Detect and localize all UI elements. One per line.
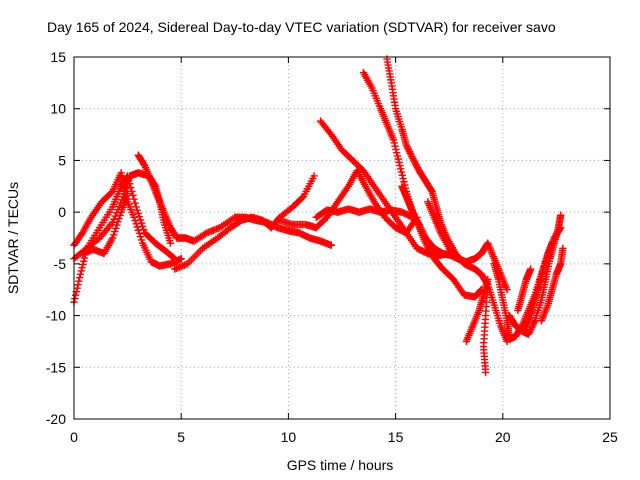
y-tick-label: -5 [54, 256, 67, 272]
plus-point [133, 223, 141, 231]
y-tick-label: -10 [46, 308, 66, 324]
plus-point [128, 187, 136, 196]
plus-point [75, 277, 83, 285]
plus-point [77, 267, 85, 275]
plus-point [130, 195, 138, 203]
plus-point [75, 273, 84, 282]
plus-point [115, 214, 123, 223]
plus-point [109, 231, 118, 239]
plus-point [133, 206, 141, 214]
plus-point [71, 294, 79, 303]
plus-point [395, 158, 403, 167]
y-tick-label: 5 [58, 152, 66, 168]
y-tick-label: 15 [50, 49, 66, 65]
plus-point [559, 244, 567, 253]
plus-point [76, 270, 85, 278]
y-tick-label: 0 [58, 204, 66, 220]
series-arc-4 [78, 189, 132, 258]
plus-point [389, 136, 398, 144]
plus-point [526, 265, 535, 273]
plus-point [136, 233, 145, 241]
plus-point [399, 174, 407, 183]
plus-point [400, 178, 408, 186]
plus-point [79, 257, 88, 265]
plus-point [392, 148, 401, 157]
plus-point [79, 260, 87, 269]
x-tick-label: 25 [602, 429, 618, 445]
plus-point [481, 368, 490, 377]
plus-point [127, 183, 135, 192]
chart-title: Day 165 of 2024, Sidereal Day-to-day VTE… [47, 19, 556, 35]
plus-point [129, 191, 137, 200]
y-axis-label: SDTVAR / TECUs [5, 182, 21, 294]
plus-point [131, 216, 139, 225]
plus-point [78, 264, 86, 272]
plus-point [111, 227, 119, 236]
plus-point [398, 171, 406, 179]
plus-point [397, 168, 406, 176]
x-tick-label: 0 [70, 429, 78, 445]
plus-point [390, 139, 398, 147]
grid [74, 57, 610, 419]
series-arc-19 [537, 244, 567, 325]
plus-point [394, 155, 402, 163]
plot-frame [73, 56, 611, 420]
y-tick-label: -15 [46, 359, 66, 375]
plus-point [556, 225, 564, 233]
plus-point [548, 239, 556, 247]
x-tick-label: 20 [495, 429, 511, 445]
series-arc-15 [490, 260, 513, 340]
x-tick-label: 5 [177, 429, 185, 445]
series-arc-5 [134, 151, 335, 249]
plus-point [132, 220, 140, 228]
x-axis-label: GPS time / hours [287, 457, 394, 473]
plus-point [123, 189, 132, 198]
plus-point [396, 165, 405, 173]
plus-point [74, 280, 82, 289]
plus-point [391, 142, 399, 150]
x-tick-label: 10 [281, 429, 297, 445]
plus-point [73, 284, 81, 292]
plus-point [327, 241, 335, 249]
x-tick-label: 15 [388, 429, 404, 445]
series-arc-13 [424, 198, 511, 294]
series-arc-20 [520, 239, 556, 335]
data-marks [70, 55, 567, 377]
plus-point [132, 203, 140, 211]
plus-point [137, 236, 146, 244]
plus-point [114, 218, 122, 226]
series-arc-14 [462, 275, 492, 377]
plus-point [393, 152, 402, 160]
plus-point [131, 199, 139, 207]
series-arc-18 [514, 265, 535, 315]
plus-point [392, 145, 400, 154]
plus-point [130, 213, 138, 222]
series-arc-6 [171, 172, 318, 273]
plus-point [556, 223, 565, 232]
plus-point [108, 234, 117, 242]
plus-point [112, 224, 120, 233]
series-arc-1 [70, 172, 179, 306]
series-arc-9 [312, 205, 417, 222]
plus-point [116, 211, 124, 220]
y-tick-label: 10 [50, 101, 66, 117]
y-tick-label: -20 [46, 411, 66, 427]
series-arc-11 [383, 55, 511, 346]
plus-point [134, 209, 143, 218]
plus-point [556, 211, 565, 219]
plus-point [503, 286, 511, 294]
plus-point [166, 239, 175, 247]
plus-point [134, 226, 143, 234]
plus-point [310, 172, 318, 180]
plus-point [177, 254, 185, 263]
plus-point [135, 229, 144, 238]
plus-point [113, 221, 121, 229]
plus-point [396, 161, 404, 170]
